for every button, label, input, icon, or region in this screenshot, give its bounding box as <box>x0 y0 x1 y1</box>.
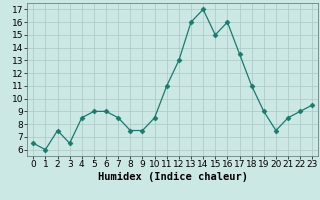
X-axis label: Humidex (Indice chaleur): Humidex (Indice chaleur) <box>98 172 248 182</box>
